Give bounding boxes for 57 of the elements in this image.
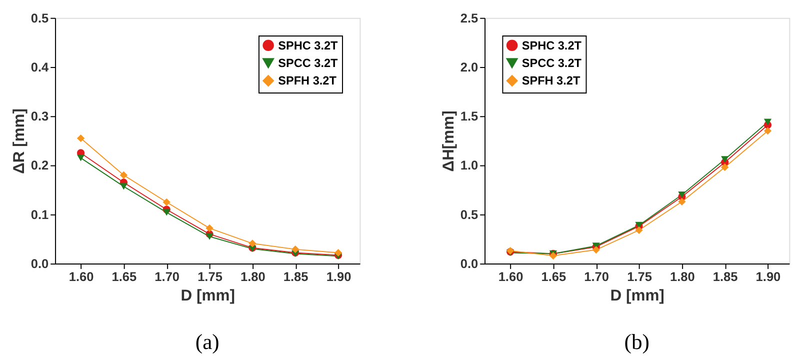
point	[162, 198, 170, 206]
text: (a)	[195, 330, 220, 354]
y-tick-label: 0.2	[30, 158, 49, 173]
y-tick-label: 0.5	[30, 10, 49, 26]
legend-label: SPCC 3.2T	[278, 56, 339, 70]
x-tick-label: 1.60	[68, 268, 94, 284]
legend-label: SPFH 3.2T	[522, 74, 581, 88]
point	[764, 118, 772, 126]
x-tick-label: 1.90	[326, 268, 352, 284]
point	[76, 134, 85, 142]
y-tick-label: 0.4	[30, 59, 50, 74]
point	[592, 246, 600, 254]
point	[635, 226, 643, 234]
point	[206, 224, 214, 232]
x-tick-label: 1.80	[240, 268, 266, 284]
legend-label: SPHC 3.2T	[278, 39, 339, 52]
y-tick-label: 2.0	[460, 59, 478, 74]
point	[162, 209, 170, 216]
legend-label: SPHC 3.2T	[522, 39, 582, 52]
y-tick-label: 0.5	[460, 206, 478, 222]
point	[248, 240, 256, 248]
point	[764, 127, 772, 135]
y-axis-title: ΔR [mm]	[11, 108, 28, 174]
legend-label: SPCC 3.2T	[522, 56, 582, 70]
x-tick-label: 1.70	[154, 268, 180, 284]
legend-label: SPFH 3.2T	[278, 74, 338, 88]
x-tick-label: 1.85	[283, 268, 308, 284]
y-tick-label: 0.1	[30, 206, 49, 222]
x-tick-label: 1.75	[627, 268, 652, 284]
y-tick-label: 1.5	[460, 108, 478, 124]
point	[678, 191, 686, 198]
point	[721, 163, 729, 172]
x-tick-label: 1.80	[670, 268, 695, 284]
text: (b)	[624, 330, 650, 354]
y-axis-title: ΔH[mm]	[440, 110, 458, 172]
point	[292, 246, 300, 254]
y-tick-label: 0.0	[460, 256, 478, 271]
point	[120, 171, 128, 179]
x-axis-title: D [mm]	[610, 287, 664, 304]
x-tick-label: 1.75	[198, 268, 222, 284]
y-tick-label: 0.3	[30, 108, 49, 124]
y-tick-label: 0.0	[30, 256, 49, 271]
y-tick-label: 1.0	[460, 158, 478, 173]
x-tick-label: 1.85	[712, 268, 738, 284]
y-tick-label: 2.5	[460, 10, 478, 26]
x-axis-title: D [mm]	[180, 287, 235, 304]
x-tick-label: 1.60	[498, 268, 524, 284]
x-tick-label: 1.90	[756, 268, 781, 284]
x-tick-label: 1.65	[112, 268, 137, 284]
x-tick-label: 1.70	[584, 268, 610, 284]
x-tick-label: 1.65	[541, 268, 566, 284]
point	[76, 154, 85, 162]
point	[206, 233, 214, 240]
point	[334, 248, 342, 257]
point	[120, 183, 128, 190]
point	[678, 198, 686, 206]
point	[721, 156, 729, 163]
